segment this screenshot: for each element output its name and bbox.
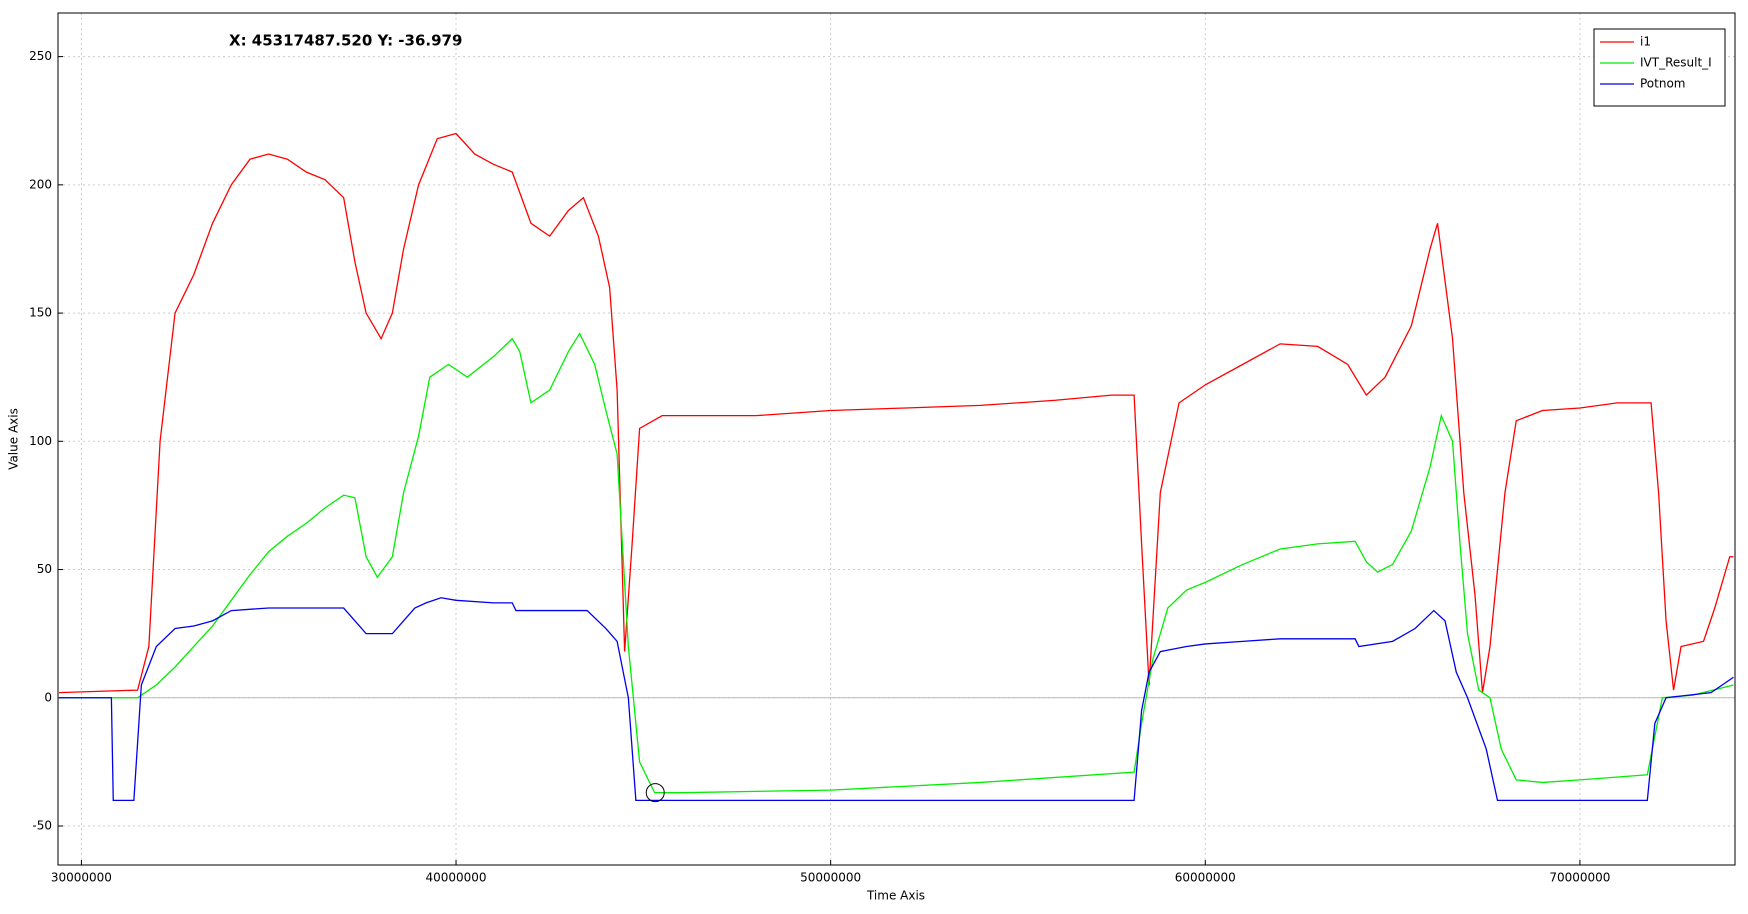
x-tick-label: 70000000 — [1549, 871, 1610, 885]
x-tick-label: 40000000 — [425, 871, 486, 885]
x-tick-label: 30000000 — [51, 871, 112, 885]
series-line — [58, 332, 1734, 794]
y-axis-label: Value Axis — [7, 408, 21, 470]
series-line — [58, 132, 1734, 694]
x-tick-label: 60000000 — [1175, 871, 1236, 885]
y-tick-label: 0 — [44, 690, 52, 704]
y-tick-label: 100 — [29, 434, 52, 448]
y-tick-label: -50 — [32, 819, 52, 833]
y-tick-label: 250 — [29, 49, 52, 63]
cursor-marker — [645, 783, 665, 803]
x-tick-label: 50000000 — [800, 871, 861, 885]
legend-label: Potnom — [1640, 77, 1686, 91]
y-tick-label: 200 — [29, 177, 52, 191]
y-tick-label: 150 — [29, 306, 52, 320]
series-line — [58, 597, 1734, 802]
y-tick-label: 50 — [37, 562, 52, 576]
legend-label: IVT_Result_I — [1640, 56, 1712, 70]
plot-frame — [57, 12, 1736, 866]
cursor-readout: X: 45317487.520 Y: -36.979 — [229, 32, 462, 50]
x-axis-label: Time Axis — [866, 889, 925, 903]
legend-label: i1 — [1640, 35, 1651, 49]
